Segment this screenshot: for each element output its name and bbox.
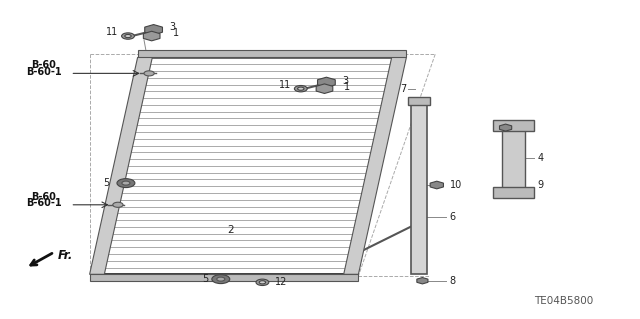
Polygon shape [145,25,163,35]
Text: 6: 6 [450,212,456,222]
Circle shape [212,275,230,284]
Text: 11: 11 [279,80,291,90]
Text: B-60-1: B-60-1 [26,67,61,77]
Polygon shape [417,278,428,284]
Text: 2: 2 [227,225,234,235]
Text: 7: 7 [400,84,406,94]
Text: 5: 5 [202,274,208,284]
Circle shape [298,87,304,90]
Circle shape [125,34,131,38]
Polygon shape [499,124,512,131]
Text: 1: 1 [173,28,179,39]
Circle shape [122,181,130,185]
Polygon shape [90,274,358,281]
Text: TE04B5800: TE04B5800 [534,296,593,307]
Text: B-60-1: B-60-1 [26,198,61,208]
Circle shape [144,71,154,76]
Bar [493,187,534,198]
Circle shape [117,179,135,188]
Text: 3: 3 [170,22,176,32]
Bar [493,120,534,131]
Polygon shape [430,181,444,189]
Text: 8: 8 [450,276,456,286]
Polygon shape [316,84,333,93]
Polygon shape [138,50,406,57]
Text: 9: 9 [538,180,544,190]
Text: 4: 4 [538,153,544,163]
Text: 1: 1 [344,82,350,93]
Polygon shape [90,57,152,274]
Text: 10: 10 [450,180,462,190]
Circle shape [122,33,134,39]
Circle shape [113,202,123,207]
Polygon shape [93,57,403,274]
Text: B-60: B-60 [31,192,56,202]
Circle shape [256,279,269,286]
Text: 12: 12 [275,277,287,287]
Bar [502,128,525,188]
Text: 3: 3 [342,76,349,86]
Circle shape [294,85,307,92]
Circle shape [259,281,266,284]
Text: 11: 11 [106,27,118,37]
Polygon shape [408,97,430,105]
Polygon shape [317,77,335,87]
Circle shape [217,277,225,281]
Text: B-60: B-60 [31,60,56,70]
Polygon shape [412,105,428,274]
Text: Fr.: Fr. [58,249,73,262]
Polygon shape [344,57,406,274]
Polygon shape [143,31,160,41]
Text: 5: 5 [103,178,109,188]
